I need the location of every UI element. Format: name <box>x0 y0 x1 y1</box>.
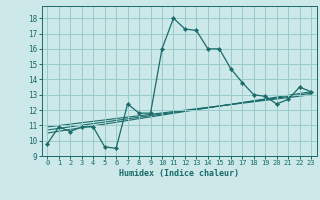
X-axis label: Humidex (Indice chaleur): Humidex (Indice chaleur) <box>119 169 239 178</box>
